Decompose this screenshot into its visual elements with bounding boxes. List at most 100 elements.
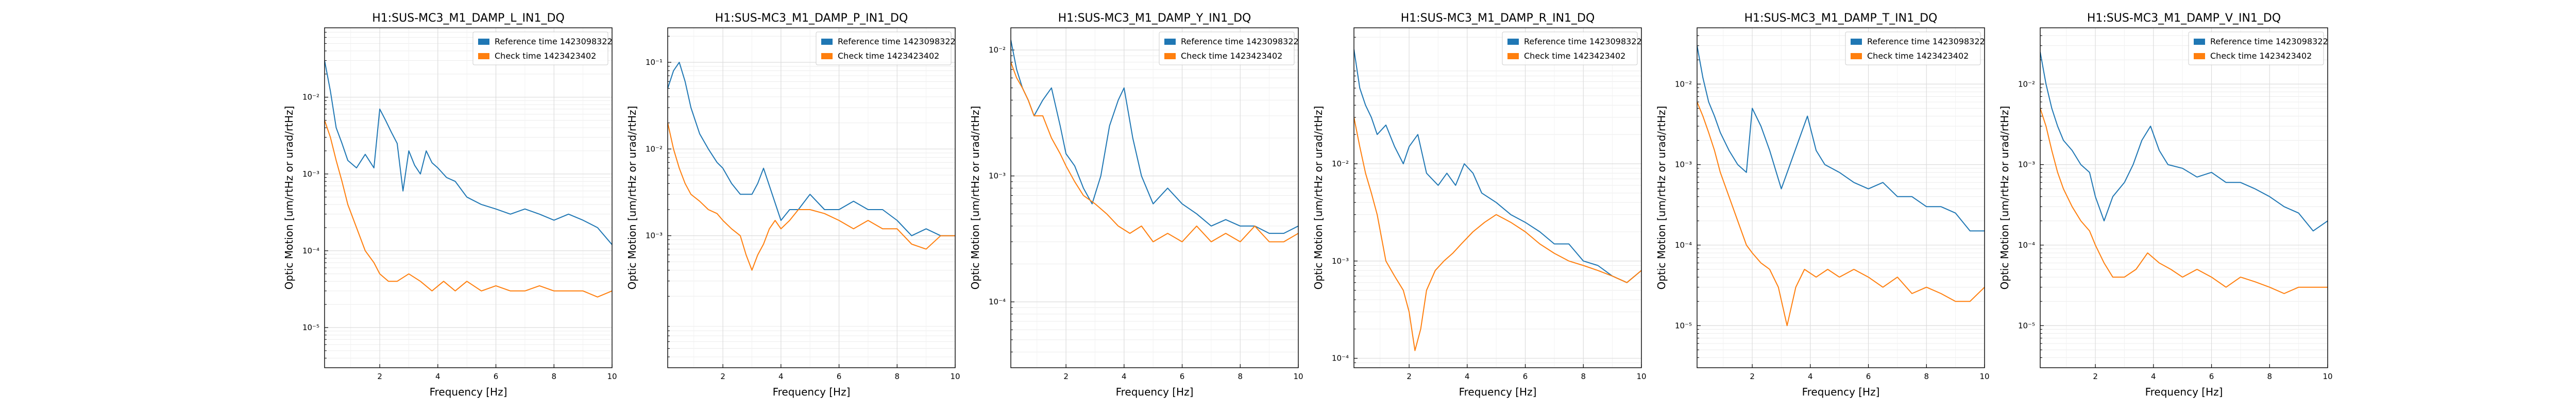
chart-title: H1:SUS-MC3_M1_DAMP_T_IN1_DQ bbox=[1744, 12, 1938, 25]
y-tick-label: 10⁻¹ bbox=[646, 58, 663, 67]
series-line-reference bbox=[1697, 45, 1985, 232]
chart-panel-6: 2 4 6 8 10 10⁻⁵ 10⁻⁴ 10⁻³ 10⁻² H1:SUS-MC3_M1_DAMP… bbox=[1998, 12, 2333, 398]
series-line-reference bbox=[325, 60, 612, 245]
series-line-reference bbox=[1011, 40, 1298, 234]
x-tick-label: 8 bbox=[1581, 372, 1586, 381]
legend-swatch bbox=[2194, 53, 2205, 59]
y-axis-label: Optic Motion [um/rtHz or urad/rtHz] bbox=[1998, 106, 2011, 290]
plot-area bbox=[2040, 28, 2328, 368]
legend-label: Reference time 1423098322 bbox=[1524, 37, 1642, 46]
x-tick-label: 10 bbox=[1979, 372, 1989, 381]
plot-area bbox=[1011, 28, 1298, 368]
chart-title: H1:SUS-MC3_M1_DAMP_V_IN1_DQ bbox=[2087, 12, 2281, 25]
legend: Reference time 1423098322 Check time 1423… bbox=[2188, 31, 2328, 65]
x-tick-label: 10 bbox=[1293, 372, 1303, 381]
y-tick-label: 10⁻² bbox=[646, 144, 663, 153]
y-tick-label: 10⁻⁵ bbox=[2018, 321, 2035, 330]
chart-title: H1:SUS-MC3_M1_DAMP_Y_IN1_DQ bbox=[1058, 12, 1251, 25]
series-line-reference bbox=[668, 62, 955, 236]
plot-frame bbox=[1697, 27, 1985, 368]
legend-label: Reference time 1423098322 bbox=[2210, 37, 2328, 46]
plot-frame bbox=[2040, 27, 2328, 368]
legend: Reference time 1423098322 Check time 1423… bbox=[1159, 31, 1299, 65]
legend-swatch bbox=[821, 39, 833, 45]
y-tick-label: 10⁻⁴ bbox=[989, 297, 1006, 306]
x-tick-label: 10 bbox=[2323, 372, 2332, 381]
legend-label: Check time 1423423402 bbox=[1181, 51, 1282, 61]
y-tick-label: 10⁻⁴ bbox=[2018, 241, 2035, 250]
legend-swatch bbox=[1507, 39, 1519, 45]
x-axis-label: Frequency [Hz] bbox=[1802, 386, 1880, 398]
legend-label: Reference time 1423098322 bbox=[838, 37, 956, 46]
y-tick-label: 10⁻² bbox=[2018, 79, 2035, 89]
plot-frame bbox=[667, 27, 956, 368]
legend-label: Reference time 1423098322 bbox=[1867, 37, 1985, 46]
y-tick-label: 10⁻³ bbox=[989, 171, 1006, 181]
y-tick-label: 10⁻² bbox=[1332, 159, 1349, 168]
x-axis-label: Frequency [Hz] bbox=[773, 386, 851, 398]
legend-box bbox=[1159, 31, 1295, 65]
x-tick-label: 2 bbox=[2093, 372, 2098, 381]
series-line-check bbox=[1697, 101, 1985, 327]
series-line-check bbox=[1354, 117, 1641, 351]
x-tick-label: 2 bbox=[1750, 372, 1755, 381]
y-axis-label: Optic Motion [um/rtHz or urad/rtHz] bbox=[1655, 106, 1668, 290]
legend-box bbox=[472, 31, 608, 65]
x-tick-label: 6 bbox=[1523, 372, 1528, 381]
y-tick-label: 10⁻⁴ bbox=[1675, 241, 1692, 250]
legend: Reference time 1423098322 Check time 1423… bbox=[1502, 31, 1642, 65]
plot-frame bbox=[324, 27, 613, 368]
y-axis-label: Optic Motion [um/rtHz or urad/rtHz] bbox=[1312, 106, 1325, 290]
y-tick-label: 10⁻³ bbox=[1675, 160, 1692, 169]
legend-label: Check time 1423423402 bbox=[1867, 51, 1969, 61]
legend-swatch bbox=[1851, 39, 1862, 45]
x-tick-label: 4 bbox=[1808, 372, 1813, 381]
legend-label: Check time 1423423402 bbox=[838, 51, 939, 61]
legend-swatch bbox=[1507, 53, 1519, 59]
x-tick-label: 4 bbox=[1122, 372, 1127, 381]
y-tick-label: 10⁻³ bbox=[302, 169, 319, 179]
legend-swatch bbox=[478, 53, 489, 59]
plot-area bbox=[1354, 28, 1641, 368]
y-axis-label: Optic Motion [um/rtHz or urad/rtHz] bbox=[969, 106, 981, 290]
y-tick-label: 10⁻⁴ bbox=[1332, 354, 1349, 363]
legend-swatch bbox=[1164, 53, 1176, 59]
chart-title: H1:SUS-MC3_M1_DAMP_P_IN1_DQ bbox=[715, 12, 908, 25]
chart-panel-5: 2 4 6 8 10 10⁻⁵ 10⁻⁴ 10⁻³ 10⁻² H1:SUS-MC3_M1_DAMP… bbox=[1655, 12, 1990, 398]
x-tick-label: 6 bbox=[837, 372, 842, 381]
x-tick-label: 10 bbox=[607, 372, 617, 381]
legend: Reference time 1423098322 Check time 1423… bbox=[472, 31, 613, 65]
x-tick-label: 8 bbox=[2267, 372, 2272, 381]
chart-title: H1:SUS-MC3_M1_DAMP_L_IN1_DQ bbox=[372, 12, 565, 25]
chart-panel-1: 2 4 6 8 10 10⁻⁵ 10⁻⁴ 10⁻³ 10⁻² H1:SUS-MC3_M1_DAMP… bbox=[283, 12, 617, 398]
series-line-check bbox=[1011, 62, 1298, 243]
legend-box bbox=[1502, 31, 1638, 65]
y-tick-label: 10⁻² bbox=[989, 45, 1006, 55]
x-tick-label: 10 bbox=[1636, 372, 1646, 381]
y-tick-label: 10⁻⁵ bbox=[302, 323, 319, 332]
chart-panel-2: 2 4 6 8 10 10⁻³ 10⁻² 10⁻¹ H1:SUS-MC3_M1_DAMP_P_I… bbox=[626, 12, 960, 398]
x-tick-label: 10 bbox=[950, 372, 960, 381]
x-tick-label: 8 bbox=[894, 372, 900, 381]
y-tick-label: 10⁻³ bbox=[2018, 160, 2035, 169]
legend-swatch bbox=[1164, 39, 1176, 45]
plot-frame bbox=[1353, 27, 1642, 368]
plot-area bbox=[668, 28, 955, 368]
legend-label: Reference time 1423098322 bbox=[1181, 37, 1299, 46]
x-axis-label: Frequency [Hz] bbox=[1116, 386, 1194, 398]
legend-label: Check time 1423423402 bbox=[495, 51, 596, 61]
y-tick-label: 10⁻⁵ bbox=[1675, 321, 1692, 330]
x-axis-label: Frequency [Hz] bbox=[1459, 386, 1537, 398]
x-axis-label: Frequency [Hz] bbox=[2145, 386, 2223, 398]
x-tick-label: 8 bbox=[551, 372, 556, 381]
y-axis-label: Optic Motion [um/rtHz or urad/rtHz] bbox=[283, 106, 295, 290]
x-tick-label: 4 bbox=[778, 372, 784, 381]
legend: Reference time 1423098322 Check time 1423… bbox=[1845, 31, 1985, 65]
series-line-reference bbox=[2040, 52, 2328, 232]
legend-swatch bbox=[821, 53, 833, 59]
series-line-check bbox=[668, 123, 955, 271]
y-tick-label: 10⁻³ bbox=[646, 231, 663, 241]
y-axis-label: Optic Motion [um/rtHz or urad/rtHz] bbox=[626, 106, 638, 290]
legend-box bbox=[2188, 31, 2324, 65]
